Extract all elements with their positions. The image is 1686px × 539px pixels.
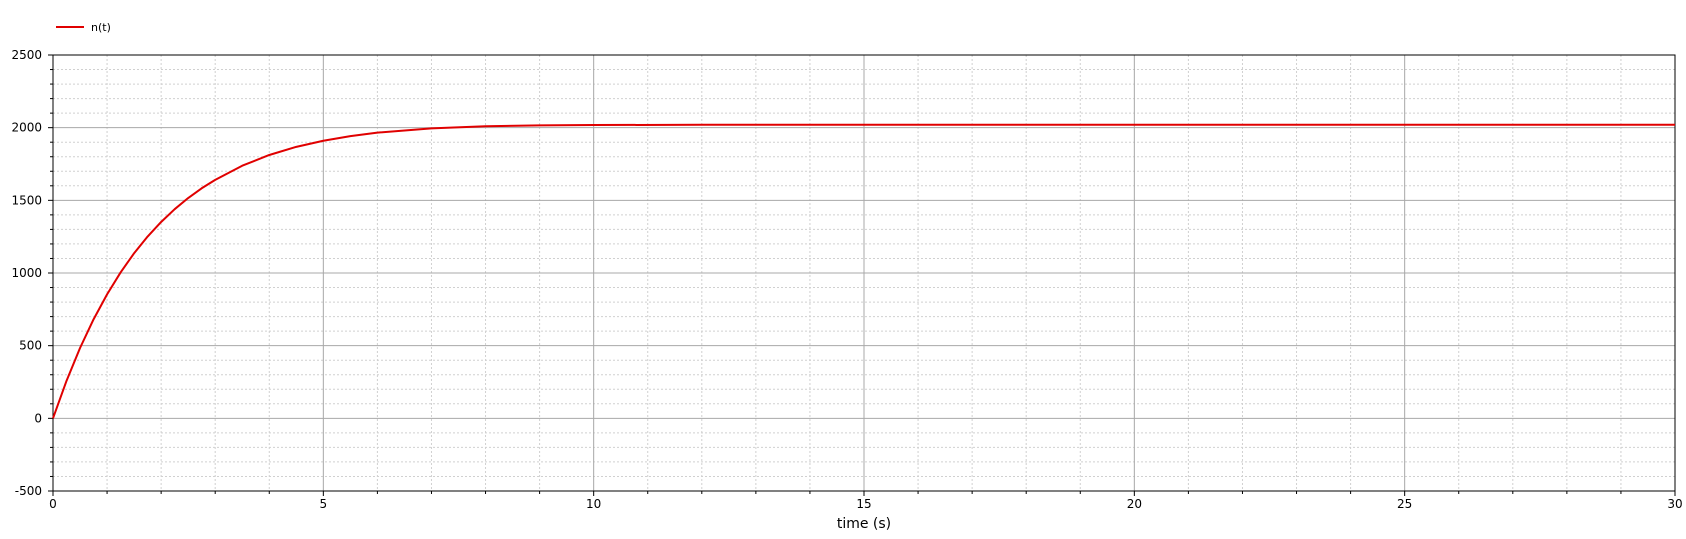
y-tick-label: -500 <box>15 484 42 498</box>
x-tick-label: 30 <box>1667 497 1682 511</box>
x-tick-label: 15 <box>856 497 871 511</box>
y-tick-label: 0 <box>34 411 42 425</box>
x-tick-label: 10 <box>586 497 601 511</box>
y-axis-ticks: -500 0 500 1000 1500 2000 2500 <box>11 48 53 498</box>
y-tick-label: 2500 <box>11 48 42 62</box>
x-tick-label: 25 <box>1397 497 1412 511</box>
x-tick-label: 5 <box>320 497 328 511</box>
x-tick-label: 20 <box>1127 497 1142 511</box>
x-tick-label: 0 <box>49 497 57 511</box>
legend-label-n-t: n(t) <box>91 21 111 34</box>
series-layer <box>52 123 1675 419</box>
y-tick-label: 500 <box>19 339 42 353</box>
y-tick-label: 1500 <box>11 193 42 207</box>
x-axis-ticks: 0 5 10 15 20 25 30 <box>49 491 1683 511</box>
legend[interactable]: n(t) <box>56 21 111 34</box>
x-axis-title: time (s) <box>837 516 891 532</box>
y-tick-label: 1000 <box>11 266 42 280</box>
series-line-n-t <box>52 123 1675 419</box>
y-tick-label: 2000 <box>11 121 42 135</box>
major-grid <box>52 54 1676 492</box>
